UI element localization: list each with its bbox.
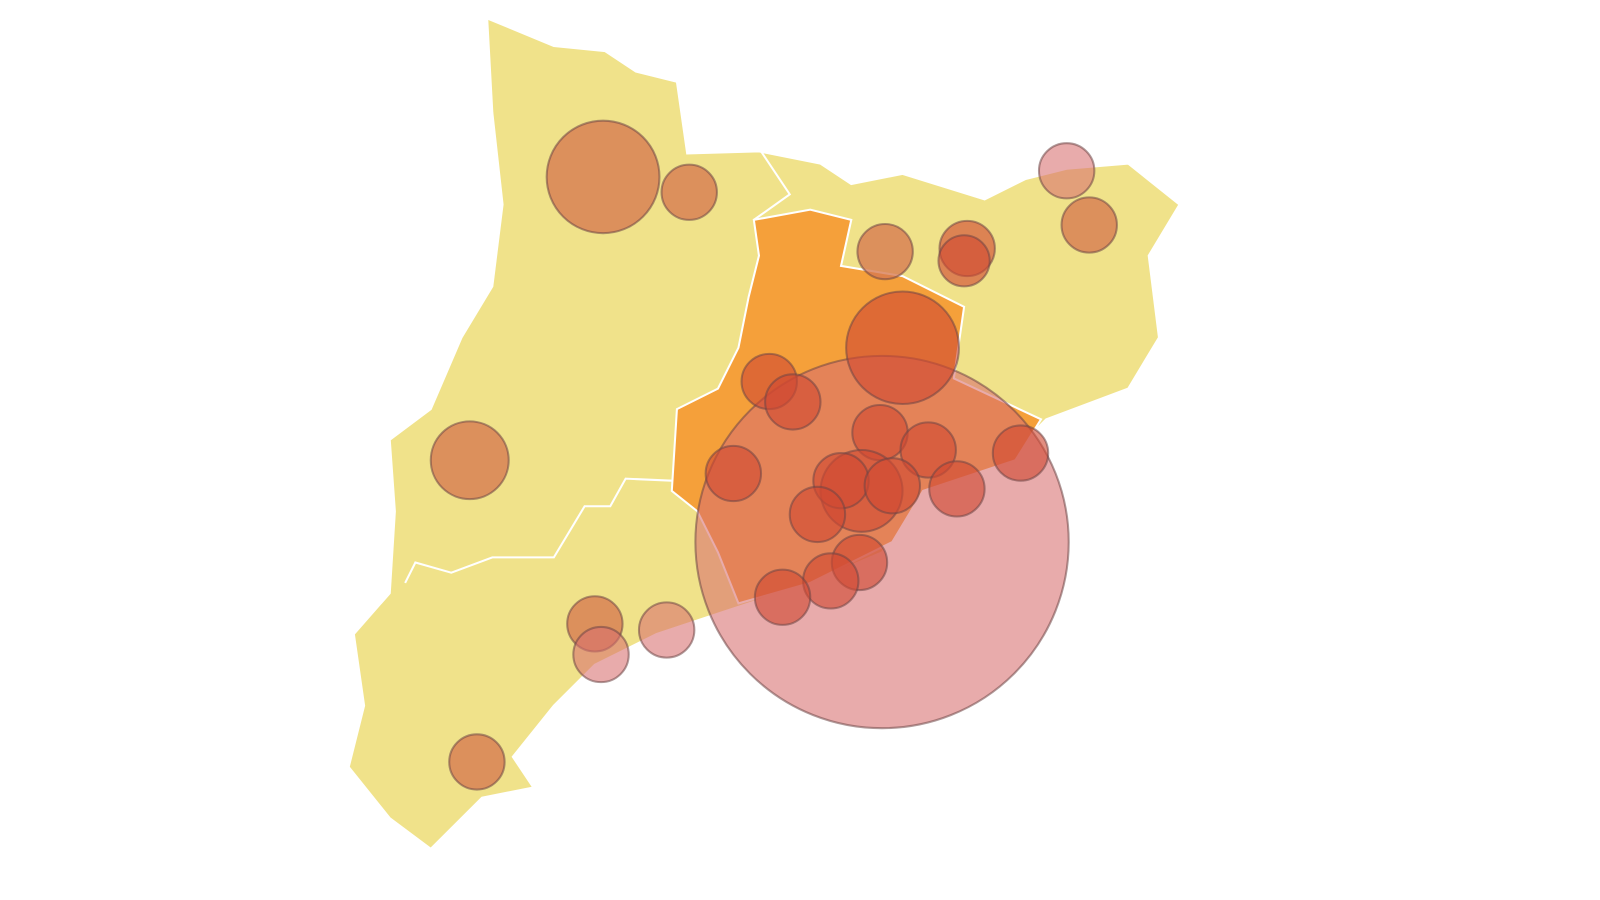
bubble [572, 625, 630, 684]
bubble [429, 420, 510, 501]
province-border [753, 150, 792, 221]
bubble [764, 373, 822, 431]
bubble [448, 733, 506, 791]
bubble [863, 457, 922, 515]
bubble [991, 424, 1050, 482]
bubble [788, 485, 847, 544]
bubble [937, 234, 991, 288]
bubble [856, 222, 914, 281]
bubbles [429, 119, 1118, 791]
bubble [899, 421, 957, 479]
bubble [660, 163, 718, 221]
bubble [845, 290, 960, 405]
bubble [1060, 196, 1118, 254]
bubble [753, 568, 812, 626]
bubble [545, 119, 661, 235]
province-border [404, 477, 672, 584]
bubble [802, 552, 860, 610]
bubble [704, 444, 763, 503]
bubble [1037, 142, 1096, 200]
bubble [637, 601, 696, 659]
bubble [928, 460, 986, 518]
